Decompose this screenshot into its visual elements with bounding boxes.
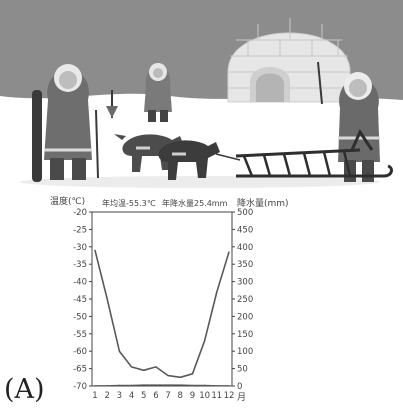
- precipitation-data-point: [179, 384, 181, 386]
- y-right-tick-label: 0: [237, 382, 242, 392]
- y-left-tick-label: -60: [73, 347, 87, 357]
- polar-scene-illustration: [0, 0, 403, 192]
- temperature-data-point: [191, 373, 194, 375]
- y-left-tick-label: -20: [73, 208, 87, 218]
- precipitation-data-point: [118, 384, 120, 386]
- y-right-tick-label: 350: [237, 260, 253, 270]
- temperature-data-point: [167, 374, 169, 377]
- precipitation-data-point: [204, 384, 206, 386]
- y-right-tick-label: 500: [237, 208, 253, 218]
- temperature-series-line: [94, 250, 230, 379]
- y-left-tick-label: -70: [73, 382, 87, 392]
- annotation-avg-temp: 年均温-55.3℃: [102, 198, 156, 208]
- person-with-ski-icon: [32, 64, 99, 182]
- spear-icon: [106, 90, 118, 118]
- x-tick-label: 11: [211, 391, 222, 401]
- sled-dog-icon: [114, 134, 241, 180]
- snow-ground: [0, 93, 403, 192]
- temperature-data-point: [228, 251, 230, 253]
- plot-frame: [91, 211, 233, 387]
- y-left-tick-label: -65: [73, 365, 87, 375]
- annotation-annual-precip: 年降水量25.4mm: [162, 198, 228, 208]
- x-tick-label: 2: [104, 391, 109, 401]
- x-tick-label: 3: [117, 391, 122, 401]
- precipitation-data-point: [216, 385, 218, 387]
- temperature-data-point: [94, 249, 96, 251]
- y-right-tick-label: 150: [237, 330, 253, 340]
- person-standing-icon: [317, 61, 380, 182]
- y-left-tick-label: -50: [73, 312, 87, 322]
- y-right-tick-label: 250: [237, 295, 253, 305]
- y-right-tick-label: 450: [237, 225, 253, 235]
- y-left-tick-label: -40: [73, 278, 87, 288]
- x-tick-label: 1: [92, 391, 97, 401]
- y-right-tick-label: 100: [237, 347, 253, 357]
- precipitation-data-point: [228, 385, 230, 387]
- climate-chart: 温度(℃) 年均温-55.3℃ 年降水量25.4mm 降水量(mm) 月 -20…: [50, 195, 289, 403]
- x-axis-title: 月: [237, 392, 246, 403]
- precipitation-data-point: [167, 384, 169, 386]
- y-right-tick-label: 300: [237, 278, 253, 288]
- x-tick-label: 7: [165, 391, 170, 401]
- temperature-data-point: [130, 366, 133, 368]
- y-right-tick-label: 50: [237, 365, 248, 375]
- y-axis-right-title: 降水量(mm): [237, 197, 289, 209]
- temperature-data-point: [216, 291, 218, 293]
- y-left-tick-label: -35: [73, 260, 87, 270]
- x-tick-label: 5: [141, 391, 146, 401]
- y-axis-left-title: 温度(℃): [50, 195, 85, 207]
- precipitation-data-point: [143, 384, 145, 386]
- temperature-data-point: [204, 340, 206, 342]
- y-right-tick-label: 400: [237, 243, 253, 253]
- temperature-data-point: [106, 298, 108, 300]
- temperature-data-point: [118, 350, 120, 352]
- precipitation-data-point: [155, 384, 157, 386]
- panel-label: (A): [4, 374, 45, 405]
- x-tick-label: 12: [224, 391, 235, 401]
- y-left-tick-label: -25: [73, 225, 87, 235]
- temperature-data-point: [155, 366, 157, 368]
- precipitation-data-point: [106, 385, 108, 387]
- temperature-data-point: [143, 369, 145, 371]
- sled-icon: [235, 128, 393, 178]
- temperature-data-point: [179, 376, 181, 378]
- x-tick-label: 10: [199, 391, 210, 401]
- child-icon: [144, 63, 172, 122]
- y-left-tick-label: -55: [73, 330, 87, 340]
- y-right-tick-label: 200: [237, 312, 253, 322]
- y-left-tick-label: -45: [73, 295, 87, 305]
- precipitation-data-point: [191, 384, 194, 386]
- x-tick-label: 9: [190, 391, 195, 401]
- y-left-tick-label: -30: [73, 243, 87, 253]
- precipitation-data-point: [94, 385, 96, 387]
- precipitation-series-line: [95, 384, 229, 387]
- snow-shadow: [20, 176, 380, 188]
- precipitation-data-point: [130, 384, 133, 386]
- x-tick-label: 6: [153, 391, 158, 401]
- x-tick-label: 4: [129, 391, 134, 401]
- x-tick-label: 8: [178, 391, 183, 401]
